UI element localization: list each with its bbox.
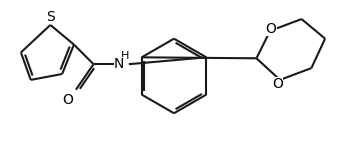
Text: O: O	[266, 22, 277, 36]
Text: O: O	[63, 92, 73, 107]
Text: N: N	[114, 57, 124, 71]
Text: H: H	[121, 51, 129, 61]
Text: S: S	[46, 10, 55, 24]
Text: O: O	[272, 77, 284, 91]
